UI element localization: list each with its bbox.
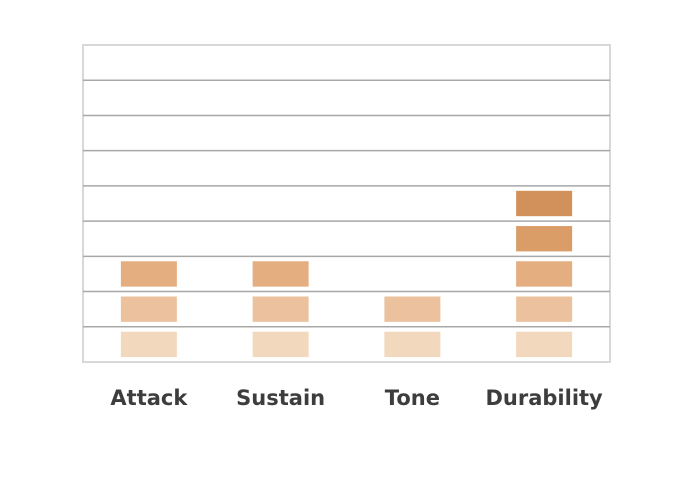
bar-block <box>516 296 573 322</box>
bar-block <box>120 296 177 322</box>
bar <box>252 261 309 358</box>
bar <box>384 296 441 358</box>
bar-block <box>384 331 441 358</box>
x-tick-label: Tone <box>385 386 440 410</box>
bar <box>516 190 573 358</box>
bar-block <box>516 261 573 287</box>
bar-block <box>384 296 441 322</box>
x-tick-label: Attack <box>110 386 188 410</box>
bar-block <box>252 296 309 322</box>
bar <box>120 261 177 358</box>
bar-block <box>516 226 573 252</box>
bar-block <box>252 261 309 287</box>
bar-block <box>252 331 309 358</box>
bar-block <box>120 331 177 358</box>
x-tick-label: Durability <box>485 386 603 410</box>
bar-block <box>516 190 573 217</box>
bar-block <box>120 261 177 287</box>
x-tick-label: Sustain <box>236 386 325 410</box>
bar-block <box>516 331 573 358</box>
